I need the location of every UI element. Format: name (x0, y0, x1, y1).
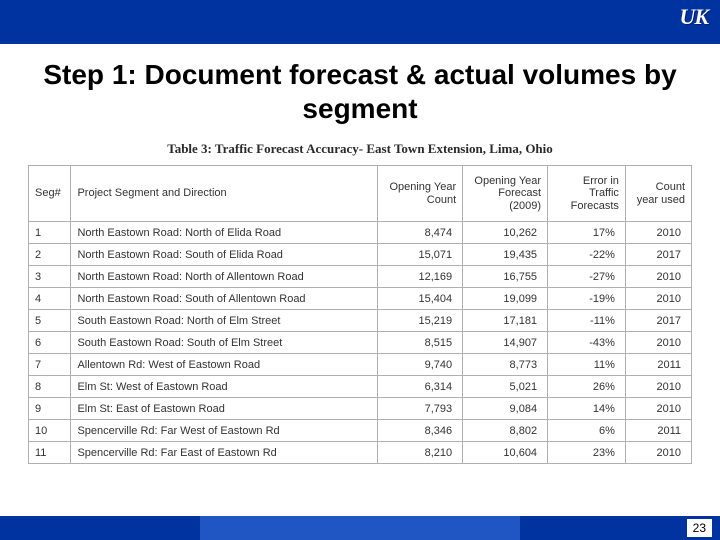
table-body: 1North Eastown Road: North of Elida Road… (29, 222, 692, 464)
forecast-table: Seg# Project Segment and Direction Openi… (28, 165, 692, 464)
page-number: 23 (687, 519, 712, 537)
table-cell: 2011 (625, 420, 691, 442)
uk-logo: UK (679, 4, 708, 30)
table-cell: 11 (29, 442, 71, 464)
table-cell: North Eastown Road: North of Allentown R… (71, 266, 378, 288)
table-cell: 10,262 (463, 222, 548, 244)
table-cell: North Eastown Road: North of Elida Road (71, 222, 378, 244)
table-cell: 2017 (625, 310, 691, 332)
table-cell: 17,181 (463, 310, 548, 332)
table-cell: Allentown Rd: West of Eastown Road (71, 354, 378, 376)
col-forecast: Opening Year Forecast (2009) (463, 166, 548, 222)
col-seg: Seg# (29, 166, 71, 222)
table-cell: 2010 (625, 332, 691, 354)
table-cell: 19,435 (463, 244, 548, 266)
footer-bar: 23 (0, 516, 720, 540)
table-row: 5South Eastown Road: North of Elm Street… (29, 310, 692, 332)
table-cell: South Eastown Road: North of Elm Street (71, 310, 378, 332)
table-row: 1North Eastown Road: North of Elida Road… (29, 222, 692, 244)
col-count: Opening Year Count (378, 166, 463, 222)
table-cell: Elm St: East of Eastown Road (71, 398, 378, 420)
table-row: 8Elm St: West of Eastown Road6,3145,0212… (29, 376, 692, 398)
table-cell: 8,515 (378, 332, 463, 354)
table-cell: 2 (29, 244, 71, 266)
table-row: 9Elm St: East of Eastown Road7,7939,0841… (29, 398, 692, 420)
table-cell: Spencerville Rd: Far East of Eastown Rd (71, 442, 378, 464)
table-container: Seg# Project Segment and Direction Openi… (0, 165, 720, 464)
table-cell: 8,802 (463, 420, 548, 442)
table-row: 2North Eastown Road: South of Elida Road… (29, 244, 692, 266)
table-cell: 2011 (625, 354, 691, 376)
table-cell: 6,314 (378, 376, 463, 398)
table-cell: 3 (29, 266, 71, 288)
table-cell: 8 (29, 376, 71, 398)
table-cell: 12,169 (378, 266, 463, 288)
table-cell: -19% (548, 288, 626, 310)
table-cell: -27% (548, 266, 626, 288)
table-cell: 15,219 (378, 310, 463, 332)
table-cell: 2010 (625, 442, 691, 464)
table-cell: 2010 (625, 266, 691, 288)
table-row: 6South Eastown Road: South of Elm Street… (29, 332, 692, 354)
table-cell: Elm St: West of Eastown Road (71, 376, 378, 398)
table-cell: 2010 (625, 398, 691, 420)
table-cell: 4 (29, 288, 71, 310)
table-cell: 5,021 (463, 376, 548, 398)
col-countyear: Count year used (625, 166, 691, 222)
col-segment: Project Segment and Direction (71, 166, 378, 222)
table-row: 11Spencerville Rd: Far East of Eastown R… (29, 442, 692, 464)
table-cell: 10,604 (463, 442, 548, 464)
table-cell: 8,773 (463, 354, 548, 376)
table-cell: 7,793 (378, 398, 463, 420)
table-row: 3North Eastown Road: North of Allentown … (29, 266, 692, 288)
table-cell: 23% (548, 442, 626, 464)
slide-title: Step 1: Document forecast & actual volum… (0, 44, 720, 137)
table-cell: 11% (548, 354, 626, 376)
table-cell: -43% (548, 332, 626, 354)
table-cell: 9,084 (463, 398, 548, 420)
table-cell: 2010 (625, 288, 691, 310)
table-cell: 16,755 (463, 266, 548, 288)
table-cell: 6 (29, 332, 71, 354)
header-bar: UK (0, 0, 720, 44)
table-cell: 2017 (625, 244, 691, 266)
table-cell: 6% (548, 420, 626, 442)
table-row: 7Allentown Rd: West of Eastown Road9,740… (29, 354, 692, 376)
table-cell: 10 (29, 420, 71, 442)
table-cell: North Eastown Road: South of Elida Road (71, 244, 378, 266)
table-cell: 8,474 (378, 222, 463, 244)
table-cell: 2010 (625, 376, 691, 398)
table-cell: 15,404 (378, 288, 463, 310)
table-cell: 8,210 (378, 442, 463, 464)
table-header-row: Seg# Project Segment and Direction Openi… (29, 166, 692, 222)
table-cell: 26% (548, 376, 626, 398)
table-cell: Spencerville Rd: Far West of Eastown Rd (71, 420, 378, 442)
table-caption: Table 3: Traffic Forecast Accuracy- East… (0, 137, 720, 165)
table-cell: 8,346 (378, 420, 463, 442)
col-error: Error in Traffic Forecasts (548, 166, 626, 222)
table-row: 4North Eastown Road: South of Allentown … (29, 288, 692, 310)
table-cell: 17% (548, 222, 626, 244)
table-cell: 15,071 (378, 244, 463, 266)
table-cell: 7 (29, 354, 71, 376)
table-cell: 1 (29, 222, 71, 244)
table-cell: 5 (29, 310, 71, 332)
table-cell: 2010 (625, 222, 691, 244)
table-cell: -22% (548, 244, 626, 266)
table-cell: -11% (548, 310, 626, 332)
table-cell: 9,740 (378, 354, 463, 376)
table-cell: 14% (548, 398, 626, 420)
table-cell: South Eastown Road: South of Elm Street (71, 332, 378, 354)
table-cell: 9 (29, 398, 71, 420)
table-cell: 14,907 (463, 332, 548, 354)
table-cell: North Eastown Road: South of Allentown R… (71, 288, 378, 310)
table-cell: 19,099 (463, 288, 548, 310)
table-row: 10Spencerville Rd: Far West of Eastown R… (29, 420, 692, 442)
